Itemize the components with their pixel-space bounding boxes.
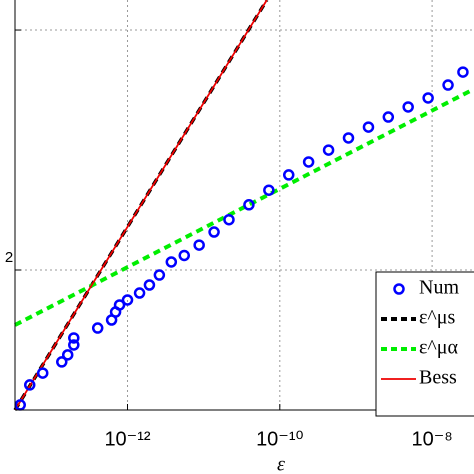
- series-line: [14, 0, 268, 411]
- data-point: [143, 279, 156, 291]
- data-point: [121, 294, 134, 306]
- data-point: [382, 111, 395, 123]
- data-point: [193, 239, 205, 251]
- legend-label: ε^μs: [419, 307, 456, 329]
- legend-label: ε^μα: [419, 337, 459, 359]
- data-point: [91, 322, 104, 334]
- data-point: [56, 356, 68, 368]
- legend-box: [375, 271, 474, 417]
- data-point: [133, 287, 146, 299]
- data-point: [68, 339, 80, 351]
- legend-label: Bess: [419, 367, 457, 389]
- data-point: [282, 169, 295, 181]
- legend-marker: [393, 283, 405, 295]
- data-point: [113, 299, 126, 311]
- data-point: [362, 121, 375, 133]
- data-point: [402, 101, 414, 113]
- data-point: [68, 332, 80, 344]
- data-point: [302, 156, 315, 168]
- x-tick-label: 10⁻¹⁰: [256, 428, 303, 450]
- data-point: [457, 66, 469, 78]
- x-tick-label: 10⁻⁸: [411, 428, 452, 450]
- legend-label: Num: [419, 277, 459, 299]
- data-point: [14, 399, 26, 411]
- data-point: [208, 226, 220, 238]
- data-point: [342, 132, 355, 144]
- data-point: [153, 269, 166, 281]
- data-point: [23, 379, 36, 391]
- data-point: [223, 213, 235, 226]
- data-point: [178, 249, 190, 262]
- data-point: [263, 184, 275, 196]
- x-tick-label: 10⁻¹²: [104, 428, 150, 450]
- data-point: [442, 79, 454, 91]
- data-point: [61, 349, 74, 361]
- x-axis-label: ε: [277, 454, 285, 474]
- data-point: [165, 256, 178, 268]
- data-point: [322, 144, 335, 156]
- data-point: [422, 92, 434, 104]
- y-tick-label: 2: [5, 249, 13, 266]
- data-point: [243, 199, 255, 211]
- data-point: [36, 367, 49, 379]
